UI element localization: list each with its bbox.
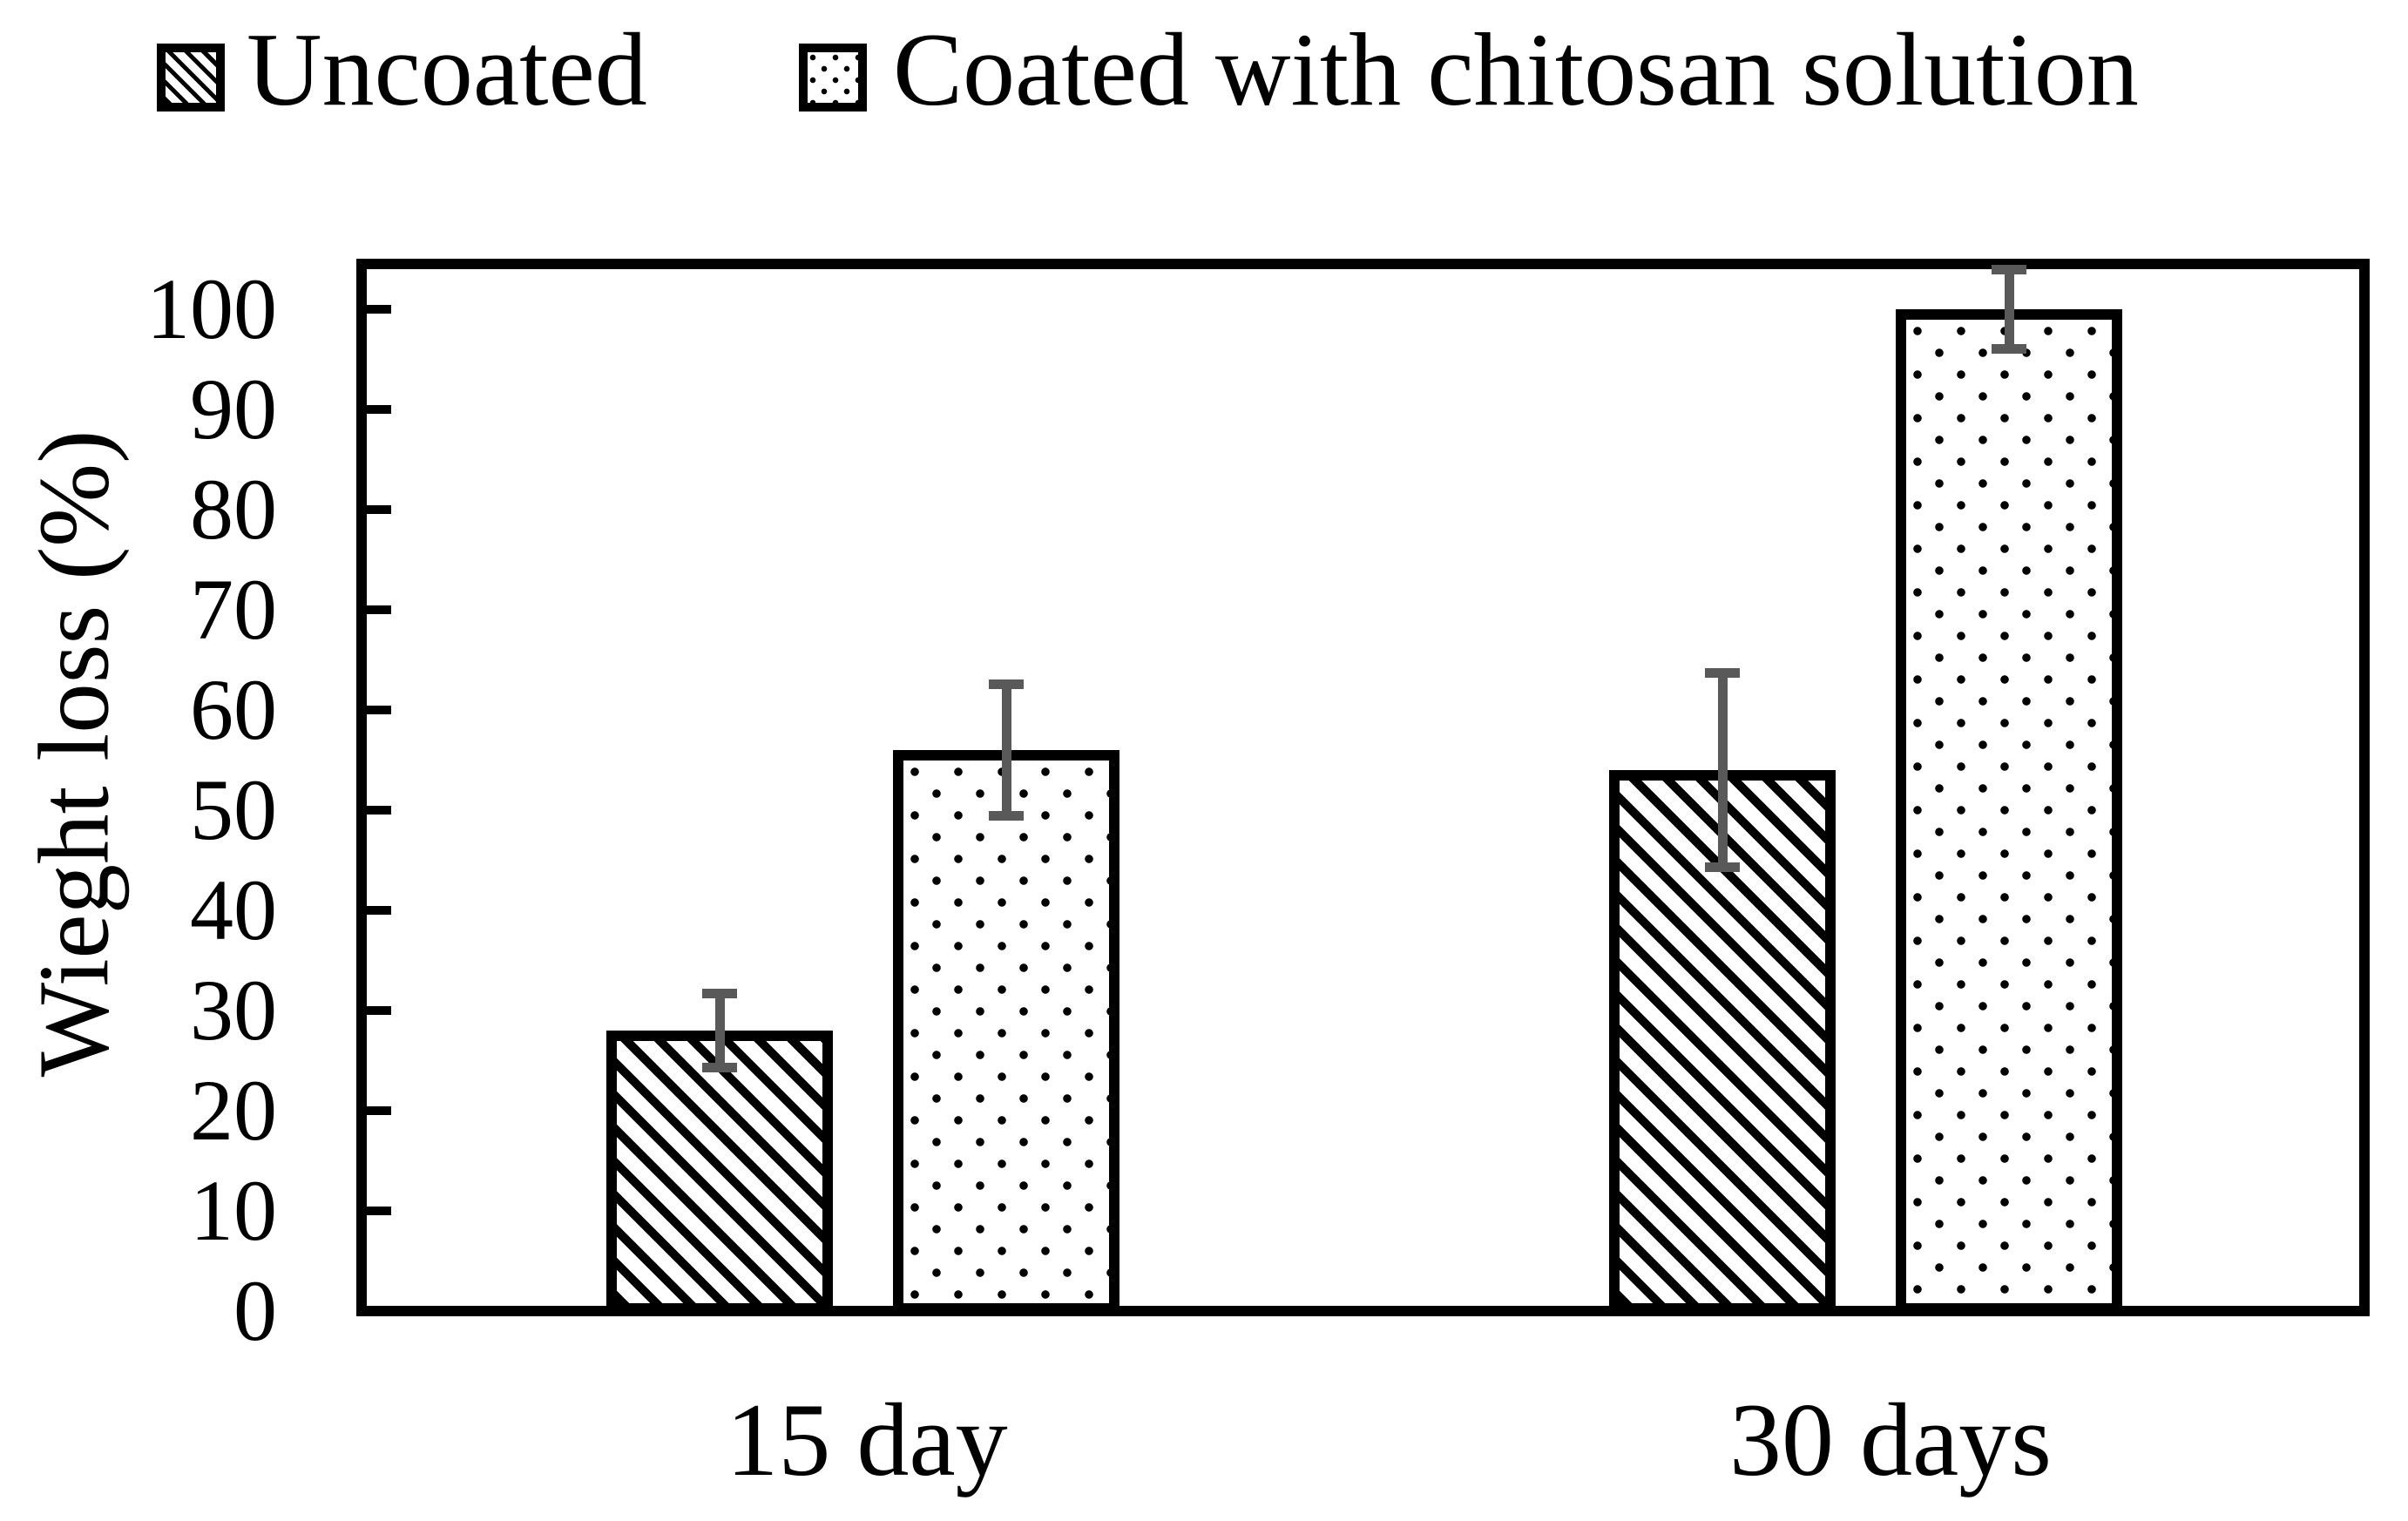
- y-tick-50: [367, 806, 391, 815]
- error-bar-stem: [715, 993, 725, 1068]
- error-bar-stem: [1002, 684, 1011, 816]
- y-tick-label-40: 40: [190, 862, 277, 958]
- error-bar-cap-bottom: [989, 810, 1024, 821]
- y-tick-label-70: 70: [190, 561, 277, 658]
- bar-30-days-uncoated: [1609, 770, 1836, 1314]
- y-tick-label-20: 20: [190, 1062, 277, 1159]
- error-bar-cap-top: [1992, 265, 2026, 274]
- error-bar-cap-bottom: [702, 1062, 737, 1072]
- y-tick-label-90: 90: [190, 361, 277, 457]
- legend-swatch-coated-dots: [799, 44, 867, 112]
- y-tick-70: [367, 605, 391, 614]
- x-category-label-30-days: 30 days: [1729, 1382, 2052, 1497]
- y-tick-label-60: 60: [190, 661, 277, 758]
- legend-swatch-uncoated-hatch: [157, 44, 225, 112]
- y-tick-label-10: 10: [190, 1162, 277, 1259]
- y-tick-label-100: 100: [146, 260, 277, 357]
- y-tick-40: [367, 906, 391, 915]
- error-bar-stem: [2005, 269, 2014, 349]
- y-tick-label-50: 50: [190, 761, 277, 858]
- y-tick-100: [367, 305, 391, 314]
- legend-label-uncoated: Uncoated: [247, 11, 647, 127]
- error-bar-cap-bottom: [1992, 344, 2026, 354]
- y-tick-10: [367, 1207, 391, 1215]
- y-tick-label-30: 30: [190, 962, 277, 1058]
- error-bar-cap-top: [1705, 668, 1740, 679]
- y-tick-20: [367, 1106, 391, 1115]
- legend-label-coated: Coated with chitosan solution: [893, 11, 2139, 127]
- bar-15-day-uncoated: [606, 1031, 833, 1314]
- error-bar-cap-top: [989, 679, 1024, 690]
- error-bar-stem: [1718, 673, 1728, 868]
- bar-30-days-coated: [1896, 309, 2122, 1314]
- y-tick-80: [367, 505, 391, 514]
- error-bar-cap-bottom: [1705, 862, 1740, 872]
- bar-15-day-coated: [893, 750, 1119, 1314]
- y-tick-30: [367, 1006, 391, 1015]
- x-category-label-15-day: 15 day: [726, 1382, 1008, 1497]
- y-tick-60: [367, 706, 391, 714]
- y-tick-0: [367, 1307, 391, 1315]
- error-bar-cap-top: [702, 989, 737, 999]
- y-tick-label-80: 80: [190, 461, 277, 558]
- y-tick-label-0: 0: [233, 1262, 277, 1359]
- y-tick-90: [367, 405, 391, 414]
